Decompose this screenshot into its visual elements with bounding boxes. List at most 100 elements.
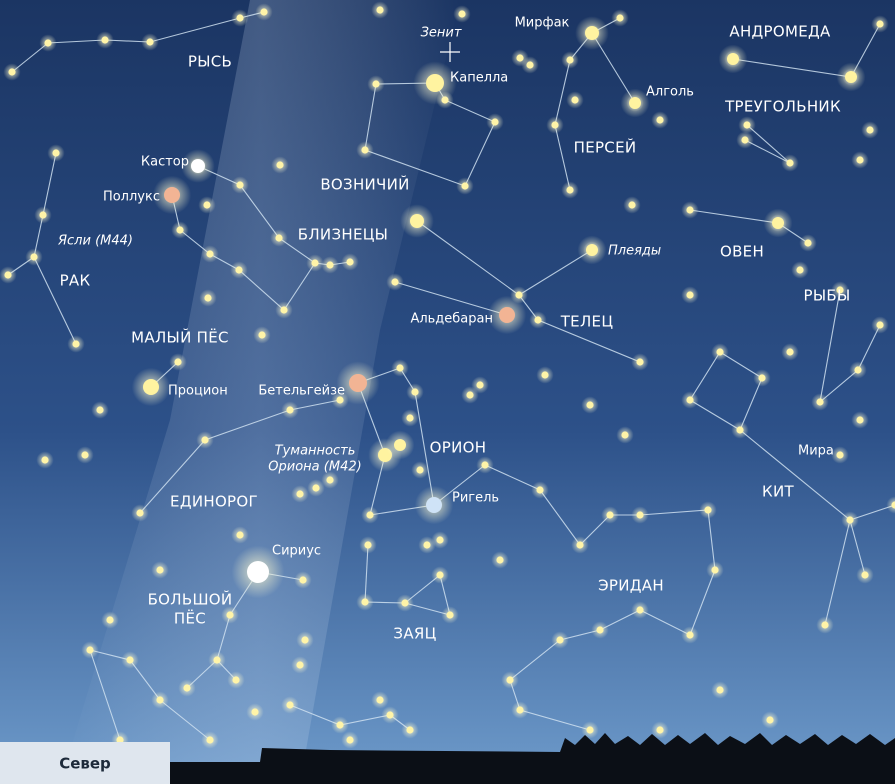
star (516, 54, 523, 61)
star (386, 711, 393, 718)
star (711, 566, 718, 573)
star (515, 291, 522, 298)
constellation-label: ЗАЯЦ (393, 625, 436, 643)
constellation-label: РЫБЫ (803, 287, 850, 305)
star (476, 381, 483, 388)
constellation-label: КИТ (762, 483, 794, 501)
star (361, 598, 368, 605)
star (426, 497, 442, 513)
star (52, 149, 59, 156)
star (576, 541, 583, 548)
star (41, 456, 48, 463)
star (406, 414, 413, 421)
star (766, 716, 773, 723)
star (741, 136, 748, 143)
object-label: Плеяды (608, 244, 661, 259)
star (213, 656, 220, 663)
star (174, 358, 181, 365)
star (876, 321, 883, 328)
star (491, 118, 498, 125)
star (586, 726, 593, 733)
star (299, 576, 306, 583)
object-label: Ориона (M42) (268, 460, 361, 475)
star (551, 121, 558, 128)
star (585, 26, 599, 40)
star (247, 561, 269, 583)
star-label: Процион (168, 384, 228, 399)
star (286, 701, 293, 708)
star (276, 161, 283, 168)
star (204, 294, 211, 301)
star (856, 156, 863, 163)
star (796, 266, 803, 273)
star (856, 416, 863, 423)
star (466, 391, 473, 398)
constellation-label: ТЕЛЕЦ (560, 313, 614, 331)
star (326, 476, 333, 483)
star (846, 516, 853, 523)
star (526, 61, 533, 68)
star (866, 126, 873, 133)
star (236, 181, 243, 188)
star-label: Мира (798, 444, 834, 459)
star (201, 436, 208, 443)
star (586, 401, 593, 408)
constellation-label: БЛИЗНЕЦЫ (298, 226, 388, 244)
star (821, 621, 828, 628)
star (461, 182, 468, 189)
star (506, 676, 513, 683)
star (446, 611, 453, 618)
star (260, 8, 267, 15)
star (499, 307, 515, 323)
star (496, 556, 503, 563)
constellation-label: ОРИОН (430, 439, 487, 457)
star (436, 536, 443, 543)
sky-map: РЫСЬ АНДРОМЕДА ТРЕУГОЛЬНИК ПЕРСЕЙ ВОЗНИЧ… (0, 0, 895, 784)
star (836, 451, 843, 458)
star (81, 451, 88, 458)
star (436, 571, 443, 578)
star (349, 374, 367, 392)
object-label: Зенит (421, 26, 462, 41)
star (629, 97, 641, 109)
star (394, 439, 406, 451)
star (206, 736, 213, 743)
star (686, 206, 693, 213)
star-label: Бетельгейзе (258, 384, 345, 399)
star (636, 606, 643, 613)
star-label: Алголь (646, 85, 694, 100)
star (686, 291, 693, 298)
star (656, 116, 663, 123)
star (346, 258, 353, 265)
star (251, 708, 258, 715)
star (286, 406, 293, 413)
star (556, 636, 563, 643)
constellation-label: ЕДИНОРОГ (170, 493, 258, 511)
star (656, 726, 663, 733)
star (39, 211, 46, 218)
star (396, 364, 403, 371)
constellation-label: ЭРИДАН (598, 577, 664, 595)
star (346, 736, 353, 743)
star (704, 506, 711, 513)
star (571, 96, 578, 103)
star (206, 250, 213, 257)
star (101, 36, 108, 43)
star (296, 490, 303, 497)
star (236, 531, 243, 538)
star (326, 261, 333, 268)
star (311, 259, 318, 266)
star-label: Сириус (272, 544, 321, 559)
constellation-label: АНДРОМЕДА (729, 23, 831, 41)
star (176, 226, 183, 233)
star (534, 316, 541, 323)
star (361, 146, 368, 153)
star (616, 14, 623, 21)
star (772, 217, 784, 229)
star (861, 571, 868, 578)
star (235, 266, 242, 273)
star-label: Мирфак (515, 16, 570, 31)
star (86, 646, 93, 653)
star (586, 244, 598, 256)
star (410, 214, 424, 228)
